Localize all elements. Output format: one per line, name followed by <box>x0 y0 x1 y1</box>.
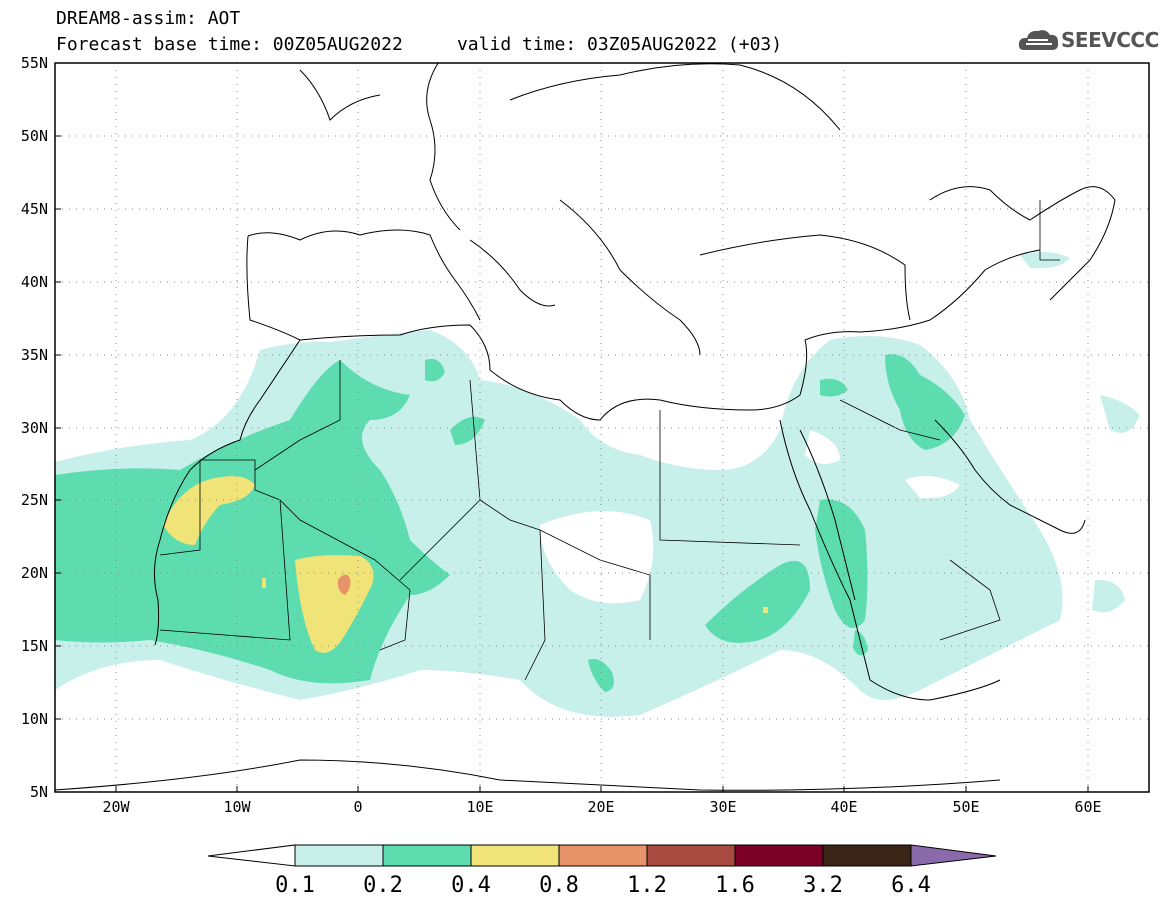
grid-lines <box>55 63 1149 792</box>
x-tick-label: 20E <box>587 798 614 816</box>
colorbar-swatch <box>734 844 824 867</box>
aot-level-0.8-region <box>337 574 351 595</box>
y-tick-label: 55N <box>21 54 48 72</box>
logo-text: SEEVCCC <box>1061 28 1159 52</box>
x-tick-label: 10E <box>466 798 493 816</box>
cloud-icon <box>1018 30 1059 50</box>
y-tick-label: 40N <box>21 273 48 291</box>
colorbar-label: 1.6 <box>715 873 755 898</box>
colorbar-label: 1.2 <box>627 873 667 898</box>
colorbar-swatch <box>822 844 912 867</box>
y-tick-label: 5N <box>30 783 48 801</box>
x-tick-label: 20W <box>102 798 130 816</box>
colorbar-label: 3.2 <box>803 873 843 898</box>
colorbar-upper-arrow <box>910 844 997 867</box>
y-axis-labels: 55N 50N 45N 40N 35N 30N 25N 20N 15N 10N … <box>21 54 48 801</box>
colorbar-label: 6.4 <box>891 873 931 898</box>
colorbar-swatch <box>470 844 560 867</box>
y-tick-label: 50N <box>21 127 48 145</box>
x-tick-label: 60E <box>1074 798 1101 816</box>
y-tick-label: 15N <box>21 637 48 655</box>
forecast-time-line: Forecast base time: 00Z05AUG2022 valid t… <box>56 34 783 55</box>
colorbar-swatch <box>294 844 384 867</box>
colorbar <box>207 844 997 867</box>
x-tick-label: 10W <box>223 798 251 816</box>
country-borders <box>159 200 1060 681</box>
aot-contours <box>55 252 1140 717</box>
colorbar-label: 0.2 <box>363 873 403 898</box>
map-title: DREAM8-assim: AOT <box>56 8 241 29</box>
colorbar-label: 0.4 <box>451 873 491 898</box>
x-tick-label: 30E <box>709 798 736 816</box>
x-tick-label: 50E <box>952 798 979 816</box>
aot-level-0.4-region <box>163 476 255 545</box>
x-axis-labels: 20W 10W 0 10E 20E 30E 40E 50E 60E <box>102 798 1101 816</box>
coastlines <box>55 63 1116 791</box>
colorbar-swatch <box>646 844 736 867</box>
colorbar-label: 0.1 <box>275 873 315 898</box>
y-tick-label: 30N <box>21 419 48 437</box>
y-tick-label: 20N <box>21 564 48 582</box>
tick-marks <box>55 135 1089 792</box>
x-tick-label: 0 <box>353 798 362 816</box>
colorbar-lower-arrow <box>207 844 296 867</box>
colorbar-swatch <box>558 844 648 867</box>
y-tick-label: 25N <box>21 491 48 509</box>
y-tick-label: 45N <box>21 200 48 218</box>
x-tick-label: 40E <box>830 798 857 816</box>
colorbar-swatch <box>382 844 472 867</box>
y-tick-label: 35N <box>21 346 48 364</box>
y-tick-label: 10N <box>21 710 48 728</box>
colorbar-label: 0.8 <box>539 873 579 898</box>
